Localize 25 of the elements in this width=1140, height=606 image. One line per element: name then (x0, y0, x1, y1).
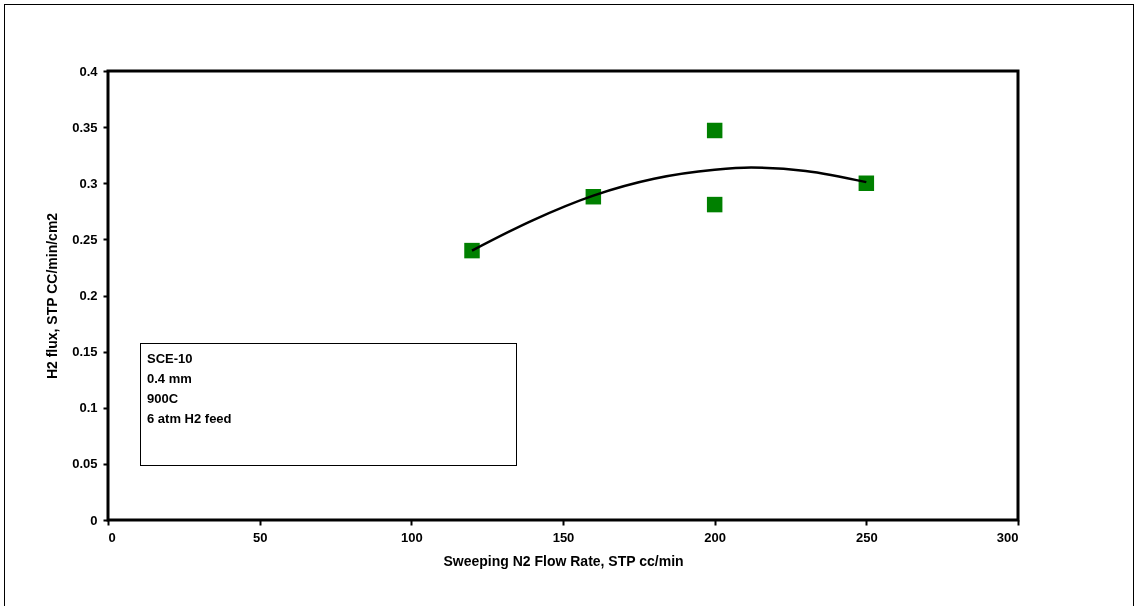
y-tick-label: 0.25 (72, 231, 98, 247)
annotation: 6 atm H2 feed (147, 410, 233, 428)
y-axis-title: H2 flux, STP CC/min/cm2 (44, 212, 61, 380)
point (706, 196, 723, 213)
x-axis-title: Sweeping N2 Flow Rate, STP cc/min (443, 552, 684, 569)
point (706, 122, 723, 139)
y-tick-label: 0 (90, 512, 98, 528)
y-tick-label: 0.1 (79, 400, 98, 416)
y-tick-label: 0.3 (79, 175, 98, 191)
x-tick-label: 0 (108, 529, 116, 545)
annotation: 900C (147, 390, 180, 408)
x-tick-label: 50 (252, 529, 268, 545)
x-tick-label: 200 (704, 529, 727, 545)
x-tick-label: 250 (855, 529, 878, 545)
x-tick-label: 300 (996, 529, 1019, 545)
x-tick-label: 100 (400, 529, 423, 545)
y-tick-label: 0.35 (72, 119, 98, 135)
point (464, 242, 480, 259)
y-tick-label: 0.15 (72, 344, 98, 360)
x-tick-label: 150 (552, 529, 575, 545)
annotation: SCE-10 (147, 350, 194, 368)
y-tick-label: 0.05 (72, 456, 98, 472)
y-tick-label: 0.4 (79, 63, 99, 79)
y-tick-label: 0.2 (79, 288, 98, 303)
annotation: 0.4 mm (147, 370, 193, 388)
